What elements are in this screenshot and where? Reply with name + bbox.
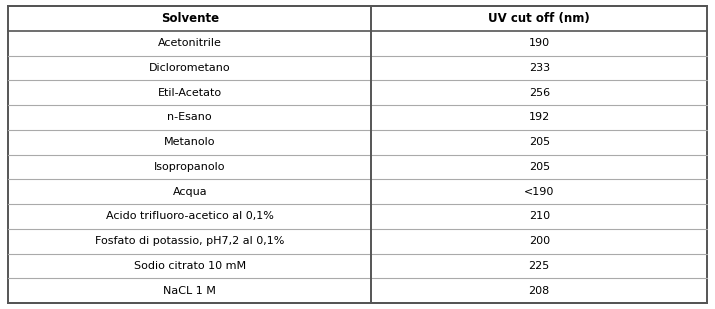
Text: Acetonitrile: Acetonitrile [158, 38, 222, 48]
Text: 205: 205 [528, 137, 550, 147]
Text: 205: 205 [528, 162, 550, 172]
Text: Solvente: Solvente [161, 12, 219, 25]
Text: 256: 256 [528, 88, 550, 98]
Text: 233: 233 [528, 63, 550, 73]
Text: 192: 192 [528, 112, 550, 122]
Text: Metanolo: Metanolo [164, 137, 215, 147]
Text: 208: 208 [528, 286, 550, 296]
Text: Fosfato di potassio, pH7,2 al 0,1%: Fosfato di potassio, pH7,2 al 0,1% [95, 236, 285, 246]
Text: 210: 210 [528, 211, 550, 221]
Text: Acqua: Acqua [172, 187, 207, 197]
Text: n-Esano: n-Esano [167, 112, 212, 122]
Text: Sodio citrato 10 mM: Sodio citrato 10 mM [134, 261, 246, 271]
Text: Acido trifluoro-acetico al 0,1%: Acido trifluoro-acetico al 0,1% [106, 211, 274, 221]
Text: UV cut off (nm): UV cut off (nm) [488, 12, 590, 25]
Text: Etil-Acetato: Etil-Acetato [158, 88, 222, 98]
Text: 190: 190 [528, 38, 550, 48]
Text: 200: 200 [528, 236, 550, 246]
Text: Isopropanolo: Isopropanolo [154, 162, 225, 172]
Text: 225: 225 [528, 261, 550, 271]
Text: <190: <190 [524, 187, 554, 197]
Text: NaCL 1 M: NaCL 1 M [163, 286, 216, 296]
Text: Diclorometano: Diclorometano [149, 63, 230, 73]
